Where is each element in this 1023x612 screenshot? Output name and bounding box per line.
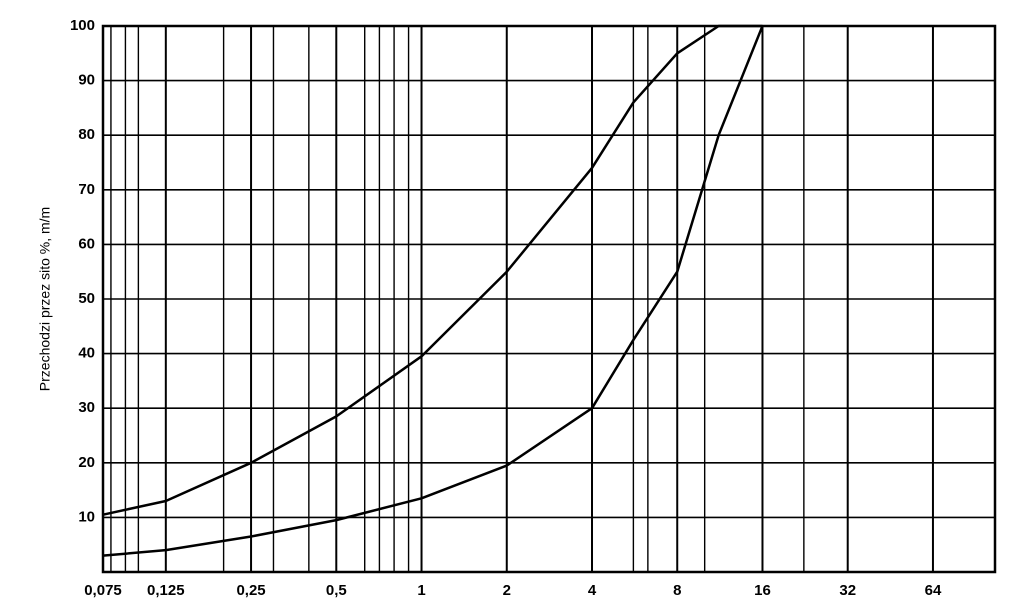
y-tick-label: 60 [78,235,95,252]
x-tick-label: 0,075 [84,582,122,599]
x-tick-label: 4 [588,582,597,599]
y-tick-label: 10 [78,508,95,525]
grading-curve [102,24,763,516]
y-tick-label: 70 [78,181,95,198]
x-tick-label: 0,5 [326,582,347,599]
x-tick-label: 32 [839,582,856,599]
x-tick-label: 1 [417,582,425,599]
y-tick-label: 20 [78,454,95,471]
plot-frame [101,24,997,574]
x-tick-label: 0,125 [147,582,185,599]
x-tick-label: 0,25 [236,582,265,599]
x-tick-label: 64 [925,582,942,599]
y-tick-label: 40 [78,345,95,362]
x-tick-label: 16 [754,582,771,599]
x-tick-label: 8 [673,582,681,599]
y-tick-label: 80 [78,126,95,143]
y-tick-label: 90 [78,72,95,89]
y-tick-label: 30 [78,399,95,416]
grading-curve [102,25,764,557]
x-tick-label: 2 [503,582,511,599]
y-axis-title: Przechodzi przez sito %, m/m [37,207,53,391]
y-tick-label: 100 [70,17,95,34]
y-tick-label: 50 [78,290,95,307]
